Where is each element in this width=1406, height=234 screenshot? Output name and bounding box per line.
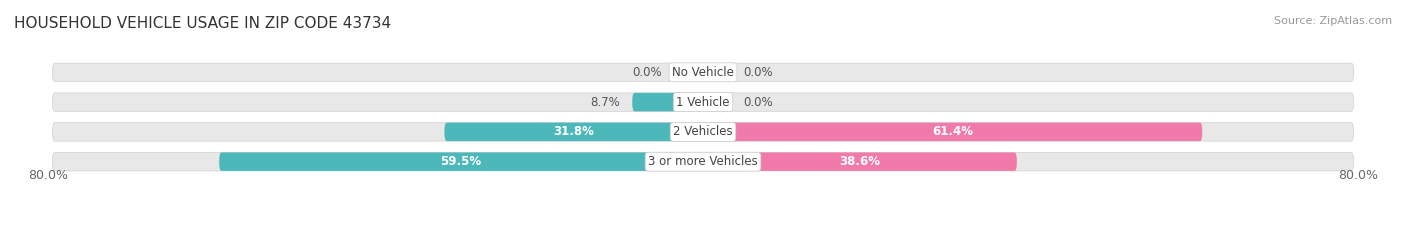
Text: 3 or more Vehicles: 3 or more Vehicles — [648, 155, 758, 168]
Bar — [699, 123, 703, 141]
FancyBboxPatch shape — [52, 63, 1354, 82]
Text: 1 Vehicle: 1 Vehicle — [676, 96, 730, 109]
Text: HOUSEHOLD VEHICLE USAGE IN ZIP CODE 43734: HOUSEHOLD VEHICLE USAGE IN ZIP CODE 4373… — [14, 16, 391, 31]
FancyBboxPatch shape — [219, 152, 703, 171]
FancyBboxPatch shape — [703, 123, 1202, 141]
Bar — [703, 152, 707, 171]
Bar — [699, 93, 703, 111]
Text: 0.0%: 0.0% — [633, 66, 662, 79]
FancyBboxPatch shape — [52, 123, 1354, 141]
FancyBboxPatch shape — [675, 63, 703, 82]
Bar — [699, 152, 703, 171]
Text: Source: ZipAtlas.com: Source: ZipAtlas.com — [1274, 16, 1392, 26]
Text: 80.0%: 80.0% — [28, 169, 67, 182]
Text: 38.6%: 38.6% — [839, 155, 880, 168]
Text: 61.4%: 61.4% — [932, 125, 973, 138]
FancyBboxPatch shape — [703, 93, 731, 111]
Text: 31.8%: 31.8% — [554, 125, 595, 138]
FancyBboxPatch shape — [52, 93, 1354, 111]
Bar — [703, 93, 707, 111]
Bar — [699, 63, 703, 82]
Text: No Vehicle: No Vehicle — [672, 66, 734, 79]
Text: 2 Vehicles: 2 Vehicles — [673, 125, 733, 138]
FancyBboxPatch shape — [703, 63, 731, 82]
FancyBboxPatch shape — [52, 152, 1354, 171]
Text: 0.0%: 0.0% — [744, 66, 773, 79]
Text: 80.0%: 80.0% — [1339, 169, 1378, 182]
FancyBboxPatch shape — [444, 123, 703, 141]
Bar — [703, 123, 707, 141]
FancyBboxPatch shape — [703, 152, 1017, 171]
FancyBboxPatch shape — [633, 93, 703, 111]
Text: 0.0%: 0.0% — [744, 96, 773, 109]
Text: 8.7%: 8.7% — [591, 96, 620, 109]
Text: 59.5%: 59.5% — [440, 155, 482, 168]
Bar — [703, 63, 707, 82]
